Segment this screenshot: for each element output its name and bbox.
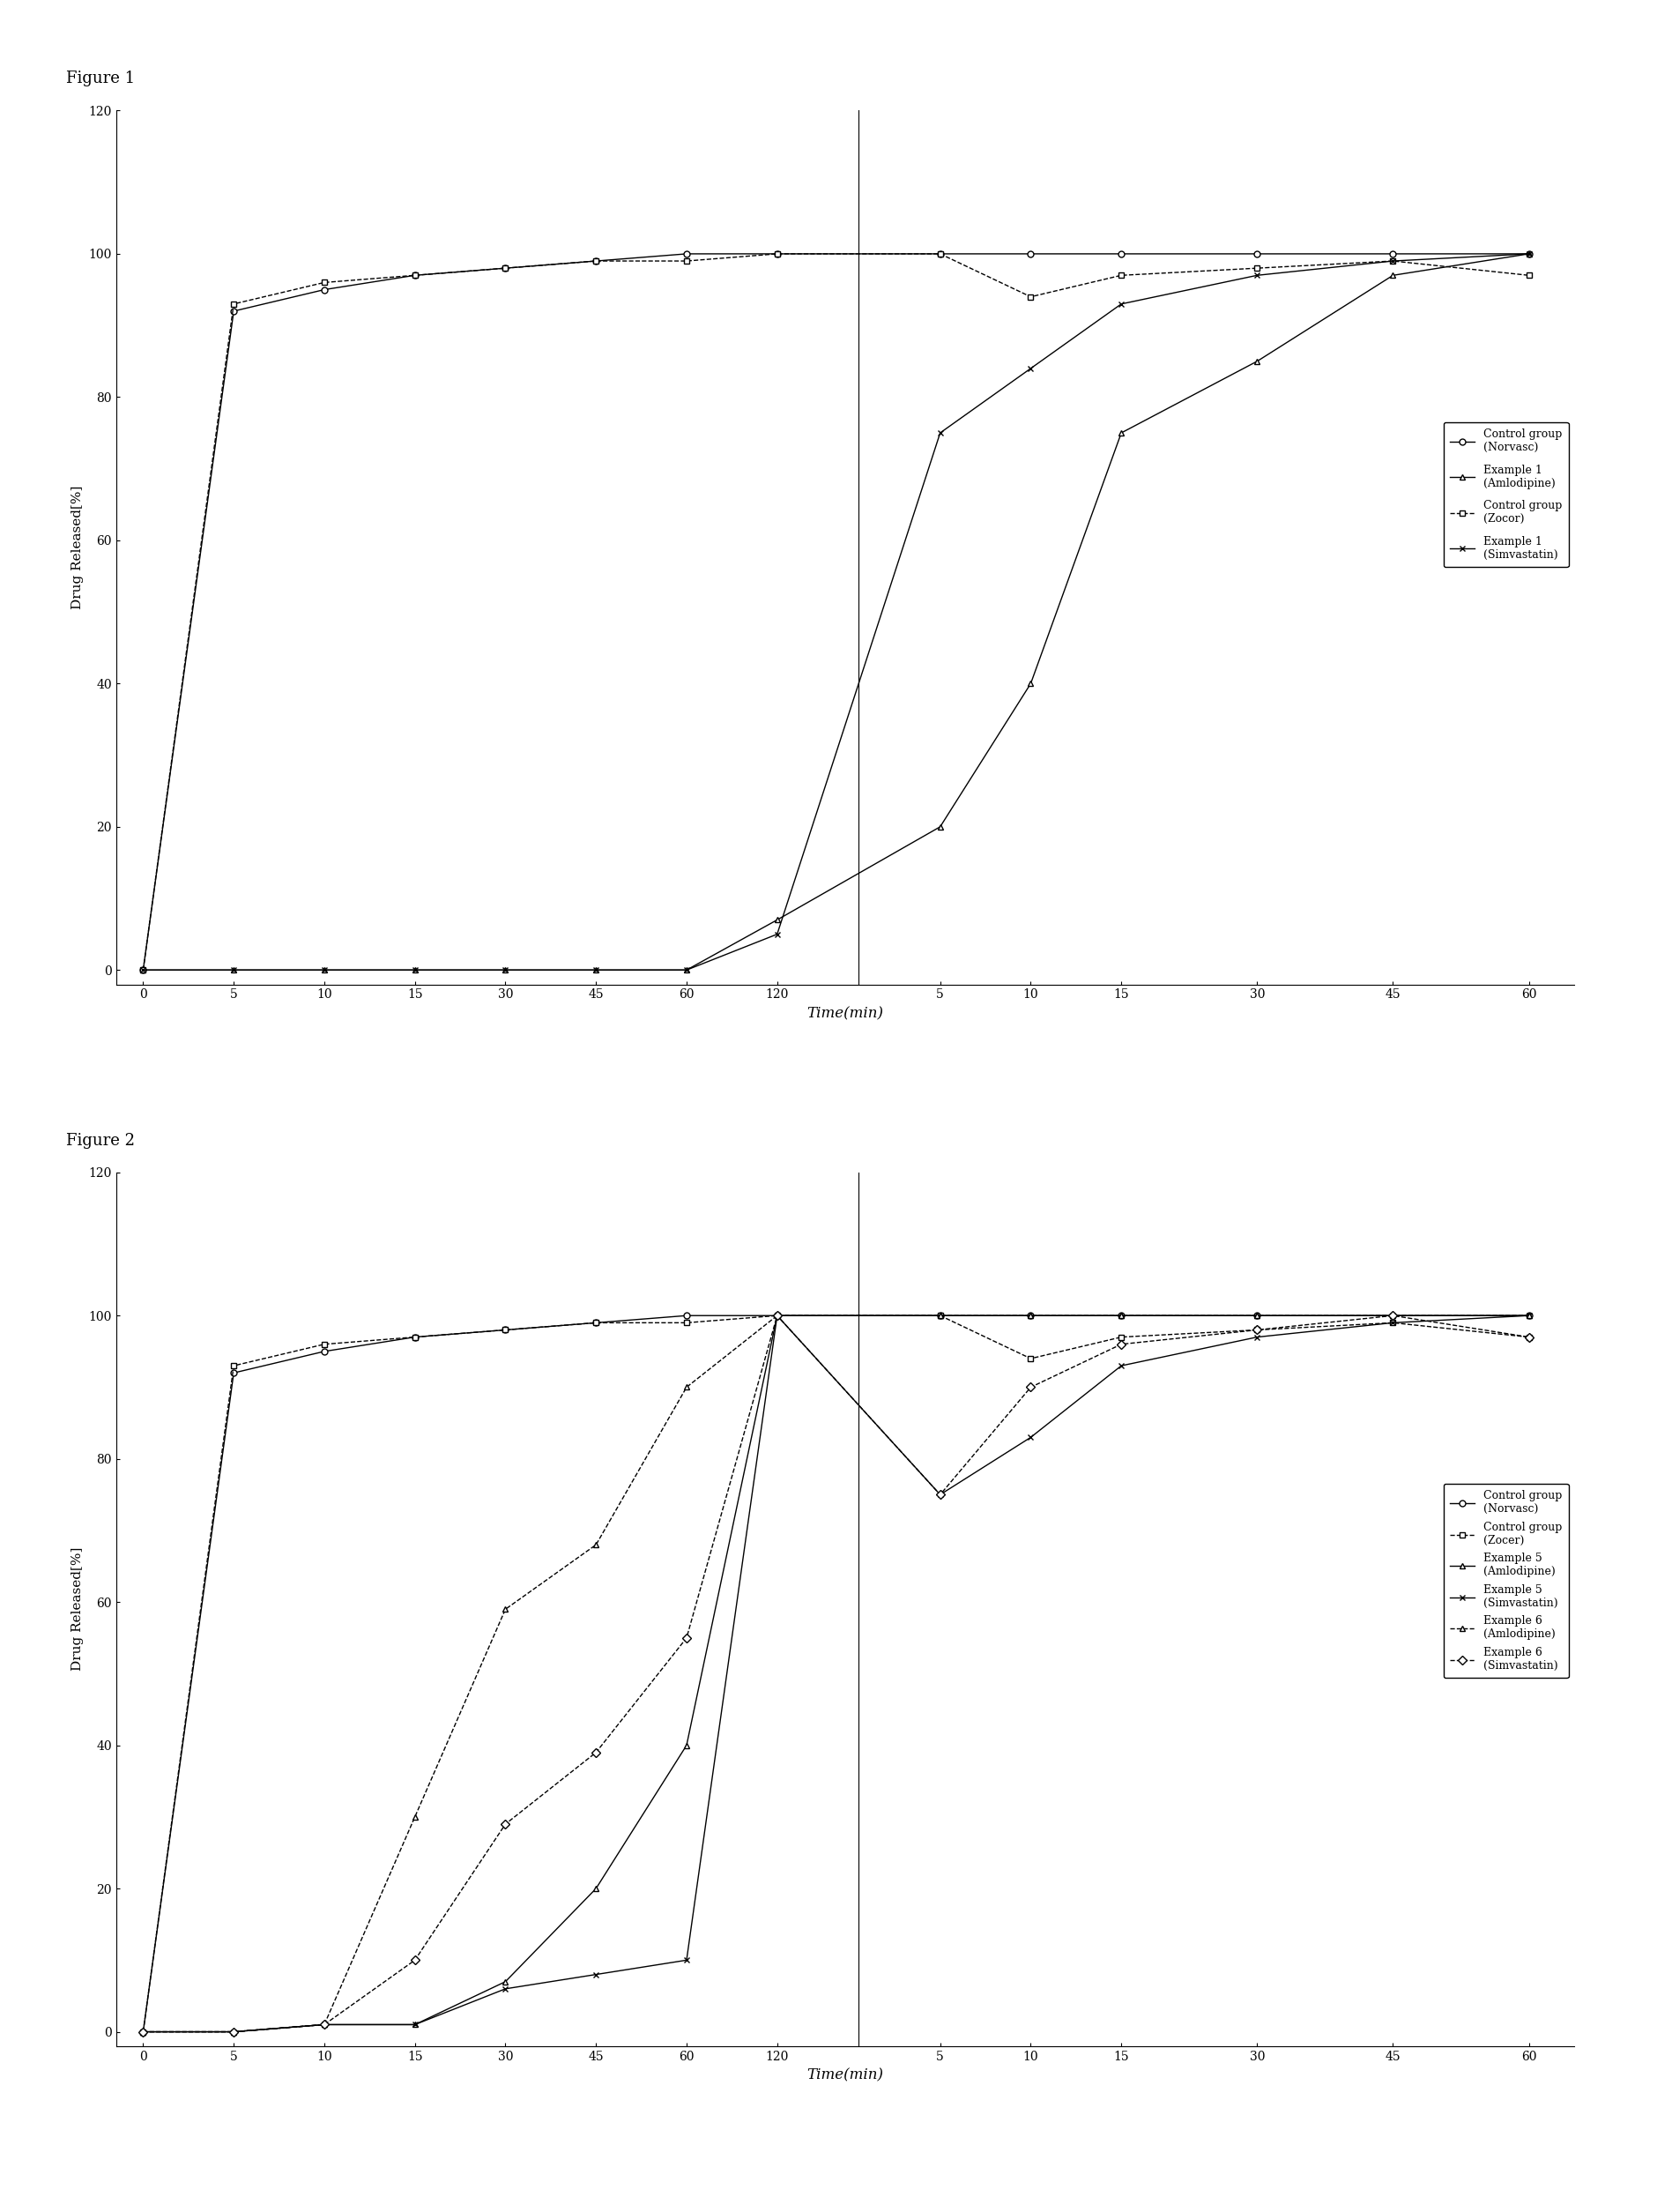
Legend: Control group
(Norvasc), Control group
(Zocer), Example 5
(Amlodipine), Example : Control group (Norvasc), Control group (… bbox=[1443, 1484, 1569, 1679]
Text: Figure 2: Figure 2 bbox=[66, 1133, 134, 1148]
Y-axis label: Drug Released[%]: Drug Released[%] bbox=[71, 1548, 83, 1670]
X-axis label: Time(min): Time(min) bbox=[807, 1006, 883, 1022]
Y-axis label: Drug Released[%]: Drug Released[%] bbox=[71, 487, 83, 608]
Text: Figure 1: Figure 1 bbox=[66, 71, 136, 86]
Legend: Control group
(Norvasc), Example 1
(Amlodipine), Control group
(Zocor), Example : Control group (Norvasc), Example 1 (Amlo… bbox=[1443, 422, 1569, 566]
X-axis label: Time(min): Time(min) bbox=[807, 2068, 883, 2084]
